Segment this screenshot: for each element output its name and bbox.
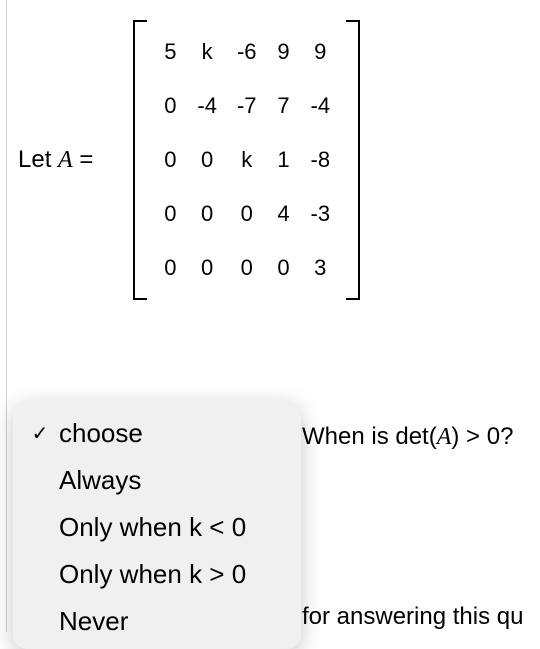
matrix-cell: 0 [267,241,301,295]
matrix-cell: 0 [153,79,187,133]
dropdown-option-label: Only when k > 0 [55,559,246,590]
matrix-row: 0004-3 [153,187,340,241]
matrix-cell: -7 [227,79,267,133]
dropdown-option[interactable]: ✓choose [13,410,301,457]
matrix-cell: 1 [267,133,301,187]
vertical-divider [6,0,7,632]
matrix-row: 5k-699 [153,25,340,79]
right-bracket [346,20,360,300]
matrix-cell: 7 [267,79,301,133]
matrix-cell: -4 [301,79,341,133]
dropdown-option-label: Only when k < 0 [55,512,246,543]
matrix-cell: 0 [227,241,267,295]
matrix-cell: 0 [153,133,187,187]
matrix-cell: k [187,25,227,79]
question-before: When is det( [302,423,437,450]
matrix-cell: 0 [227,187,267,241]
matrix-cell: 0 [187,187,227,241]
matrix: 5k-6990-4-77-400k1-80004-300003 [133,20,360,300]
matrix-cell: 9 [301,25,341,79]
question-text: When is det(A) > 0? [302,423,513,451]
matrix-definition: Let A = 5k-6990-4-77-400k1-80004-300003 [18,20,360,300]
matrix-cell: 5 [153,25,187,79]
footer-fragment: for answering this qu [302,603,523,631]
matrix-cell: -4 [187,79,227,133]
matrix-cell: k [227,133,267,187]
equals-sign: = [73,146,94,173]
let-prefix: Let [18,146,58,173]
matrix-row: 00003 [153,241,340,295]
question-variable: A [437,424,452,450]
matrix-cell: -3 [301,187,341,241]
dropdown-option[interactable]: Always [13,457,301,504]
matrix-row: 00k1-8 [153,133,340,187]
dropdown-option-label: Always [55,465,141,496]
matrix-cell: 0 [187,133,227,187]
variable-a: A [58,147,73,173]
matrix-cell: 0 [153,187,187,241]
dropdown-option[interactable]: Only when k < 0 [13,504,301,551]
dropdown-option[interactable]: Never [13,598,301,645]
let-a-equals: Let A = [18,146,103,174]
dropdown-option-label: choose [55,418,143,449]
answer-dropdown[interactable]: ✓choose Always Only when k < 0 Only when k … [13,400,301,649]
left-bracket [133,20,147,300]
question-after: ) > 0? [451,423,513,450]
matrix-table: 5k-6990-4-77-400k1-80004-300003 [153,25,340,295]
matrix-cell: 0 [187,241,227,295]
matrix-cell: -8 [301,133,341,187]
dropdown-option-label: Never [55,606,128,637]
dropdown-option[interactable]: Only when k > 0 [13,551,301,598]
matrix-cell: 3 [301,241,341,295]
matrix-cell: -6 [227,25,267,79]
matrix-cell: 9 [267,25,301,79]
check-icon: ✓ [25,421,55,446]
matrix-cell: 0 [153,241,187,295]
matrix-cell: 4 [267,187,301,241]
matrix-row: 0-4-77-4 [153,79,340,133]
